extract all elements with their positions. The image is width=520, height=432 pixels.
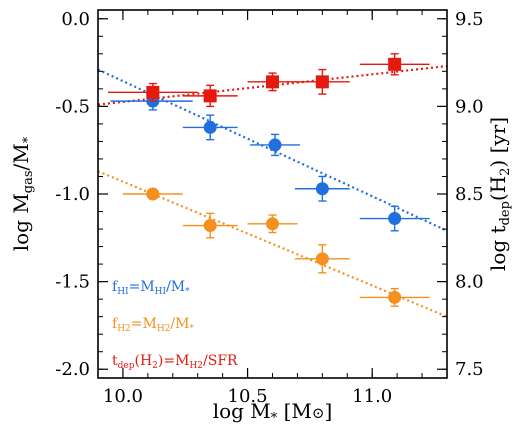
- fHI-point: [294, 175, 350, 202]
- legend: fHI=MHI/M* fH2=MH2/M* tdep(H2)=MH2/SFR: [112, 279, 238, 371]
- tdep-legend-label: tdep(H2)=MH2/SFR: [112, 353, 238, 371]
- fH2-point: [182, 212, 238, 239]
- circle-marker: [388, 290, 402, 304]
- y-right-tick-label: 8.0: [455, 272, 484, 293]
- tdep-point: [182, 84, 238, 108]
- tdep-point: [294, 68, 350, 95]
- fHI-point: [250, 133, 300, 157]
- square-marker: [203, 89, 217, 103]
- x-tick-label: 11.0: [352, 386, 392, 407]
- y-left-tick-label: -2.0: [55, 359, 90, 380]
- axis-labels: log M* [M⊙] log Mgas/M* log tdep(H2) [yr]: [9, 117, 513, 426]
- square-marker: [146, 85, 160, 99]
- data-points: [107, 53, 430, 307]
- y-right-tick-label: 7.5: [455, 359, 484, 380]
- x-tick-label: 10.0: [103, 386, 143, 407]
- fHI-legend-label: fHI=MHI/M*: [112, 279, 190, 297]
- tdep-point: [359, 53, 430, 76]
- y-left-tick-label: 0.0: [61, 9, 90, 30]
- y-left-tick-label: -0.5: [55, 96, 90, 117]
- circle-marker: [146, 187, 160, 201]
- y-right-axis-label: log tdep(H2) [yr]: [486, 117, 513, 271]
- circle-marker: [203, 219, 217, 233]
- fH2-point: [294, 244, 350, 274]
- tdep-point: [247, 72, 298, 92]
- y-left-axis-label: log Mgas/M*: [9, 136, 36, 251]
- circle-marker: [266, 217, 279, 231]
- tdep-point: [107, 82, 198, 102]
- fH2-point: [122, 187, 183, 201]
- axis-ticks: 10.0 10.5 11.0 0.0 -0.5 -1.0 -1.5 -2.0 9.5 9.0 8.5…: [55, 9, 483, 407]
- y-left-tick-label: -1.0: [55, 184, 90, 205]
- fHI-point: [359, 205, 430, 232]
- circle-marker: [315, 182, 329, 196]
- circle-marker: [388, 212, 402, 226]
- square-marker: [388, 57, 402, 71]
- y-left-tick-label: -1.5: [55, 272, 90, 293]
- fH2-fit-line: [97, 170, 448, 318]
- x-tick-label: 10.5: [228, 386, 268, 407]
- y-right-tick-label: 9.5: [455, 9, 484, 30]
- y-right-tick-label: 9.0: [455, 96, 484, 117]
- fH2-point: [359, 287, 430, 307]
- y-right-tick-label: 8.5: [455, 184, 484, 205]
- circle-marker: [315, 252, 329, 266]
- fHI-point: [182, 114, 238, 141]
- fHI-fit-line: [97, 68, 448, 232]
- square-marker: [266, 75, 279, 89]
- circle-marker: [203, 120, 217, 134]
- square-marker: [315, 75, 329, 89]
- fH2-point: [247, 214, 298, 234]
- x-axis-label: log M* [M⊙]: [213, 399, 333, 426]
- circle-marker: [268, 138, 282, 152]
- fH2-legend-label: fH2=MH2/M*: [112, 316, 194, 334]
